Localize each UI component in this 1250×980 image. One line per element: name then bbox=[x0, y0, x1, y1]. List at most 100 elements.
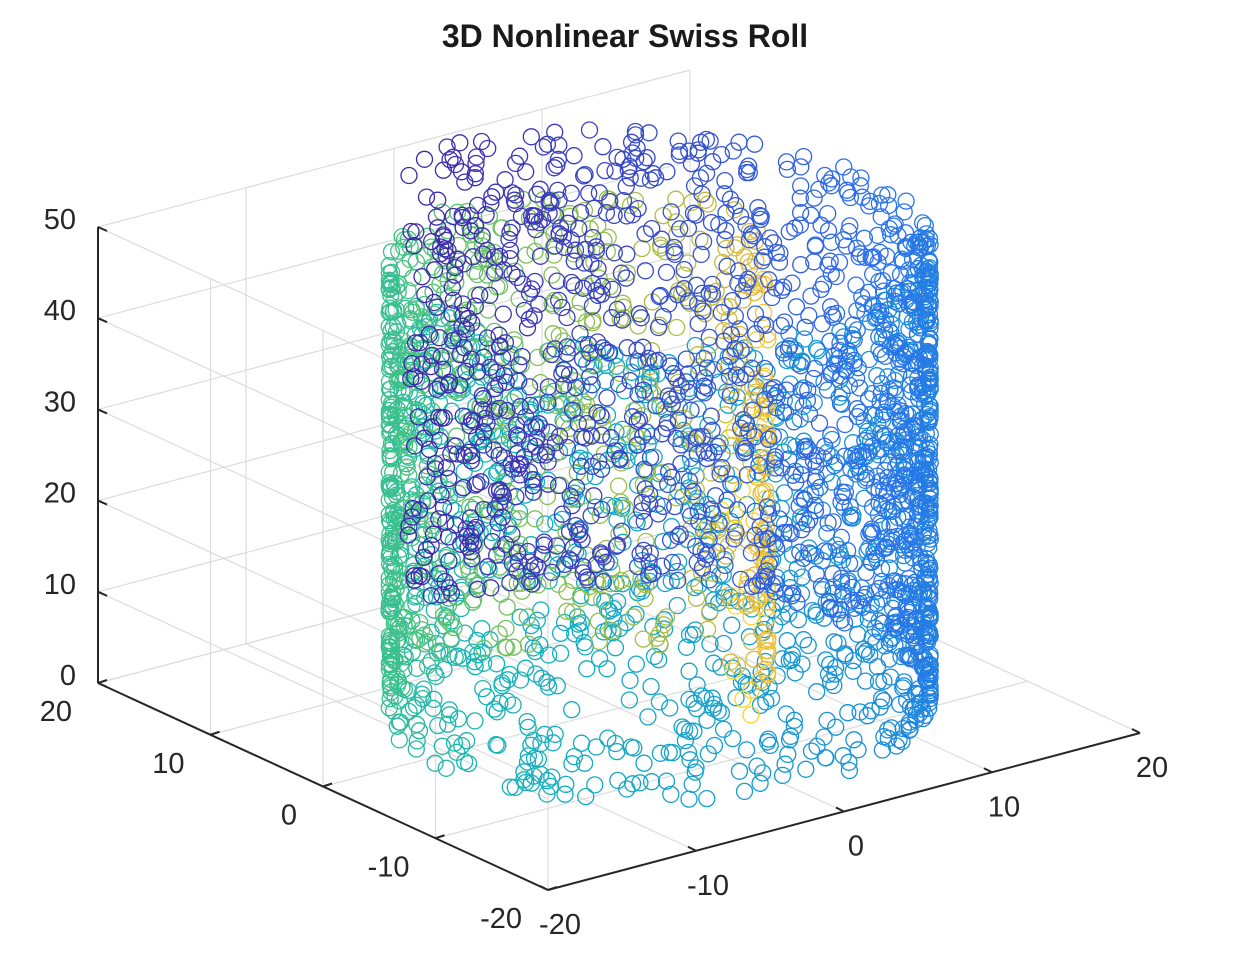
scatter-point bbox=[474, 245, 492, 263]
scatter-point bbox=[382, 322, 400, 340]
scatter-point bbox=[628, 557, 647, 576]
scatter-point bbox=[684, 204, 703, 222]
scatter-point bbox=[606, 497, 624, 516]
scatter-point bbox=[824, 565, 842, 583]
scatter-point bbox=[503, 525, 521, 543]
scatter-point bbox=[786, 219, 804, 237]
scatter-point bbox=[727, 523, 745, 541]
scatter-point bbox=[848, 321, 866, 339]
scatter-point bbox=[583, 274, 602, 293]
scatter-point bbox=[693, 428, 711, 446]
scatter-point bbox=[717, 222, 735, 240]
scatter-point bbox=[623, 144, 642, 162]
scatter-point bbox=[898, 601, 917, 619]
scatter-point bbox=[918, 495, 936, 514]
scatter-point bbox=[703, 689, 721, 707]
scatter-point bbox=[535, 725, 554, 744]
scatter-point bbox=[692, 245, 710, 264]
scatter-point bbox=[902, 367, 921, 386]
scatter-point bbox=[392, 465, 410, 483]
scatter-point bbox=[381, 670, 400, 688]
scatter-point bbox=[722, 475, 740, 493]
scatter-point bbox=[909, 453, 927, 472]
scatter-point bbox=[632, 570, 650, 588]
scatter-point bbox=[583, 314, 602, 332]
scatter-point bbox=[808, 446, 827, 465]
scatter-point bbox=[440, 469, 458, 488]
scatter-point bbox=[406, 588, 424, 606]
scatter-point bbox=[462, 222, 480, 240]
scatter-point bbox=[791, 216, 810, 234]
scatter-point bbox=[773, 766, 792, 785]
scatter-point bbox=[805, 189, 823, 207]
scatter-point bbox=[787, 393, 805, 411]
scatter-point bbox=[770, 510, 789, 528]
z-tick-mark bbox=[97, 226, 108, 232]
scatter-point bbox=[569, 451, 587, 470]
scatter-point bbox=[696, 542, 715, 560]
scatter-point bbox=[446, 258, 464, 277]
scatter-point bbox=[381, 690, 399, 708]
scatter-point bbox=[661, 699, 679, 717]
scatter-point bbox=[778, 160, 797, 179]
scatter-point bbox=[819, 204, 837, 223]
scatter-point bbox=[849, 625, 867, 643]
scatter-point bbox=[685, 433, 703, 451]
scatter-point bbox=[410, 567, 428, 585]
scatter-point bbox=[517, 246, 535, 264]
scatter-point bbox=[776, 585, 794, 603]
scatter-point bbox=[903, 295, 921, 313]
scatter-point bbox=[900, 569, 918, 588]
scatter-point bbox=[872, 345, 890, 363]
scatter-point bbox=[684, 483, 702, 501]
scatter-point bbox=[713, 253, 732, 272]
scatter-point bbox=[485, 441, 503, 459]
scatter-point bbox=[698, 711, 716, 729]
scatter-point bbox=[426, 454, 444, 473]
scatter-point bbox=[698, 789, 716, 808]
scatter-point bbox=[812, 577, 831, 595]
scatter-point bbox=[870, 194, 889, 213]
scatter-point bbox=[457, 520, 475, 538]
scatter-point bbox=[519, 747, 538, 765]
scatter-point bbox=[572, 734, 591, 752]
scatter-point bbox=[656, 243, 675, 261]
scatter-point bbox=[624, 608, 643, 626]
scatter-point bbox=[464, 500, 482, 519]
y-tick-mark bbox=[97, 679, 108, 684]
scatter-point bbox=[770, 253, 789, 271]
scatter-point bbox=[687, 480, 705, 499]
scatter-point bbox=[581, 220, 599, 238]
scatter-point bbox=[667, 190, 685, 208]
scatter-point bbox=[904, 489, 923, 507]
scatter-point bbox=[644, 618, 662, 636]
scatter-point bbox=[402, 301, 421, 319]
scatter-point bbox=[687, 276, 706, 294]
scatter-point bbox=[710, 514, 728, 532]
scatter-point bbox=[536, 515, 554, 533]
scatter-point bbox=[467, 148, 486, 166]
x-tick-mark bbox=[687, 845, 697, 852]
scatter-point bbox=[617, 177, 635, 196]
scatter-point bbox=[538, 443, 556, 461]
scatter-point bbox=[567, 478, 586, 497]
scatter-point bbox=[424, 525, 443, 543]
scatter-point bbox=[807, 339, 826, 358]
y-tick-label: -10 bbox=[368, 851, 410, 883]
scatter-point bbox=[602, 429, 620, 447]
scatter-point bbox=[439, 376, 458, 394]
scatter-point bbox=[596, 372, 615, 390]
scatter-point bbox=[746, 428, 764, 446]
scatter-point bbox=[668, 286, 687, 304]
scatter-point bbox=[548, 677, 566, 695]
x-tick-label: -20 bbox=[539, 909, 581, 941]
scatter-point bbox=[433, 203, 451, 221]
scatter-point bbox=[407, 740, 425, 758]
scatter-point bbox=[629, 352, 647, 371]
scatter-point bbox=[830, 253, 849, 272]
scatter-point bbox=[554, 376, 573, 395]
z-tick-label: 40 bbox=[44, 295, 76, 327]
scatter-point bbox=[613, 311, 631, 329]
scatter-point bbox=[862, 702, 880, 720]
scatter-point bbox=[451, 134, 469, 152]
